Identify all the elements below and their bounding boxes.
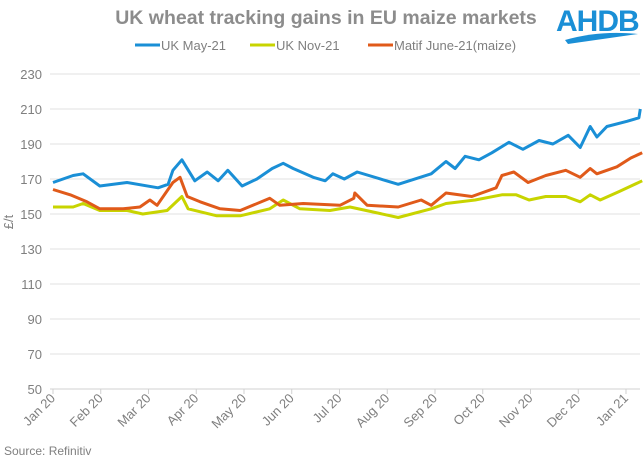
x-tick-label: Aug 20 [353,391,393,431]
y-tick-label: 130 [20,242,42,257]
series-line-matif-june-21-maize- [52,151,643,212]
legend-label: UK May-21 [161,38,226,53]
x-tick-label: Nov 20 [496,391,536,431]
series-line-uk-nov-21 [53,179,643,219]
x-tick-label: Dec 20 [544,391,584,431]
y-tick-label: 150 [20,207,42,222]
source-note: Source: Refinitiv [4,444,91,458]
x-tick-label: Jan 21 [593,391,631,429]
x-tick-label: Apr 20 [164,391,202,429]
y-tick-label: 210 [20,102,42,117]
series-lines [52,108,643,219]
legend: UK May-21 UK Nov-21 Matif June-21(maize) [135,38,516,53]
ahdb-logo: AHDB [556,5,640,44]
x-tick-label: Mar 20 [114,391,153,430]
y-tick-label: 70 [28,347,42,362]
y-axis: 50 70 90 110 130 150 170 190 210 230 [20,67,42,397]
y-tick-label: 170 [20,172,42,187]
series-line-uk-may-21 [52,108,642,190]
x-tick-label: Feb 20 [67,391,106,430]
x-tick-label: Sep 20 [400,391,440,431]
y-tick-label: 90 [28,312,42,327]
x-tick-label: May 20 [208,391,249,432]
x-tick-label: Oct 20 [450,391,488,429]
y-tick-label: 230 [20,67,42,82]
x-axis: Jan 20 Feb 20 Mar 20 Apr 20 May 20 Jun 20 Jul … [20,389,631,431]
logo-text: AHDB [556,5,639,38]
y-tick-label: 110 [21,277,42,292]
chart-title: UK wheat tracking gains in EU maize mark… [115,7,537,29]
gridlines [50,73,640,390]
x-tick-label: Jul 20 [309,391,344,426]
legend-label: UK Nov-21 [276,38,340,53]
y-tick-label: 50 [28,382,42,397]
y-tick-label: 190 [20,137,42,152]
y-axis-label: £/t [1,214,16,229]
x-tick-label: Jun 20 [259,391,297,429]
legend-label: Matif June-21(maize) [394,38,516,53]
